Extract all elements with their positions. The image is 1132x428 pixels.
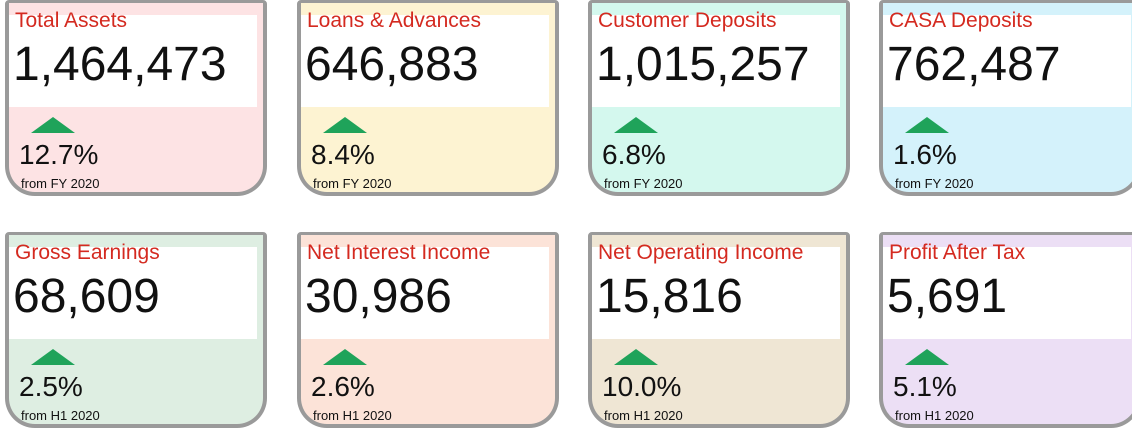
kpi-card: Total Assets 1,464,473 12.7% from FY 2020 [5, 0, 267, 196]
kpi-card: Net Interest Income 30,986 2.6% from H1 202… [297, 232, 559, 428]
up-arrow [614, 349, 658, 365]
header-box [9, 15, 257, 107]
kpi-card: Net Operating Income 15,816 10.0% from H1 2… [588, 232, 850, 428]
kpi-title: Total Assets [15, 9, 128, 32]
kpi-title: Gross Earnings [15, 241, 160, 264]
kpi-value: 762,487 [887, 38, 1061, 91]
kpi-period: from FY 2020 [21, 176, 100, 191]
triangle [905, 349, 949, 365]
kpi-change: 1.6% [893, 139, 957, 170]
kpi-change: 2.5% [19, 371, 83, 402]
kpi-value: 68,609 [13, 270, 160, 323]
up-arrow [323, 117, 367, 133]
up-arrow [614, 117, 658, 133]
kpi-change: 12.7% [19, 139, 99, 170]
kpi-change: 10.0% [602, 371, 682, 402]
header-box [301, 247, 549, 339]
kpi-value: 646,883 [305, 38, 479, 91]
kpi-change: 5.1% [893, 371, 957, 402]
kpi-value: 5,691 [887, 270, 1008, 323]
header-box [592, 247, 840, 339]
up-arrow [323, 349, 367, 365]
kpi-title: Profit After Tax [889, 241, 1026, 264]
kpi-period: from FY 2020 [604, 176, 683, 191]
kpi-change: 6.8% [602, 139, 666, 170]
triangle [31, 117, 75, 133]
kpi-period: from FY 2020 [895, 176, 974, 191]
header-box [592, 15, 840, 107]
kpi-value: 15,816 [596, 270, 743, 323]
triangle [323, 349, 367, 365]
kpi-change: 2.6% [311, 371, 375, 402]
kpi-title: CASA Deposits [889, 9, 1033, 32]
kpi-period: from H1 2020 [895, 408, 974, 423]
kpi-card: Customer Deposits 1,015,257 6.8% from FY 20… [588, 0, 850, 196]
triangle [614, 349, 658, 365]
up-arrow [31, 117, 75, 133]
kpi-value: 1,464,473 [13, 38, 227, 91]
header-box [9, 247, 257, 339]
kpi-title: Customer Deposits [598, 9, 777, 32]
up-arrow [905, 117, 949, 133]
up-arrow [31, 349, 75, 365]
kpi-value: 30,986 [305, 270, 452, 323]
kpi-value: 1,015,257 [596, 38, 810, 91]
kpi-card: Profit After Tax 5,691 5.1% from H1 2020 [879, 232, 1132, 428]
header-box [301, 15, 549, 107]
kpi-period: from H1 2020 [313, 408, 392, 423]
kpi-title: Net Interest Income [307, 241, 491, 264]
kpi-period: from FY 2020 [313, 176, 392, 191]
kpi-card: CASA Deposits 762,487 1.6% from FY 2020 [879, 0, 1132, 196]
triangle [905, 117, 949, 133]
kpi-change: 8.4% [311, 139, 375, 170]
kpi-period: from H1 2020 [21, 408, 100, 423]
kpi-title: Loans & Advances [307, 9, 481, 32]
triangle [323, 117, 367, 133]
kpi-card: Gross Earnings 68,609 2.5% from H1 2020 [5, 232, 267, 428]
up-arrow [905, 349, 949, 365]
kpi-period: from H1 2020 [604, 408, 683, 423]
triangle [614, 117, 658, 133]
header-box [883, 247, 1131, 339]
triangle [31, 349, 75, 365]
header-box [883, 15, 1131, 107]
kpi-card: Loans & Advances 646,883 8.4% from FY 2020 [297, 0, 559, 196]
kpi-title: Net Operating Income [598, 241, 804, 264]
